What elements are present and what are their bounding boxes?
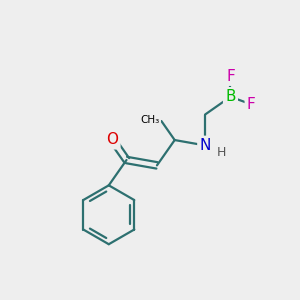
Text: O: O bbox=[106, 132, 118, 147]
Text: H: H bbox=[217, 146, 226, 159]
Text: CH₃: CH₃ bbox=[141, 115, 160, 124]
Text: B: B bbox=[225, 89, 236, 104]
Text: F: F bbox=[226, 69, 235, 84]
Text: N: N bbox=[200, 138, 211, 153]
Text: F: F bbox=[247, 97, 256, 112]
